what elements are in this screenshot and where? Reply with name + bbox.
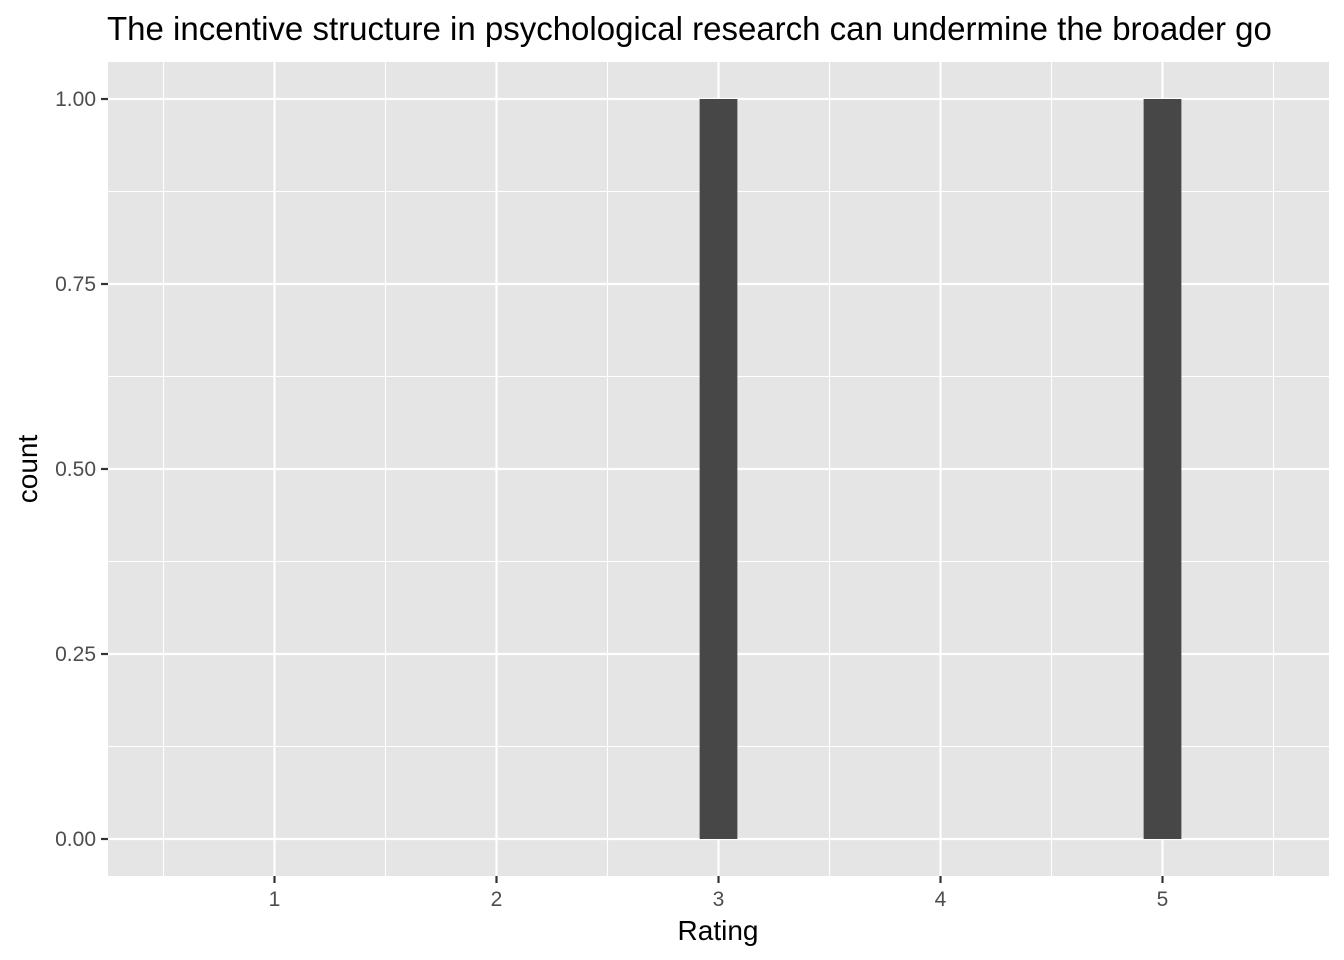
x-tick-label: 1 bbox=[269, 888, 281, 911]
x-tick-label: 4 bbox=[935, 888, 947, 911]
tick-labels: 0.00 0.25 0.50 0.75 1.00 1 2 3 4 5 bbox=[55, 88, 1168, 911]
y-tick-label: 0.00 bbox=[55, 828, 96, 851]
y-tick-label: 0.75 bbox=[55, 273, 96, 296]
histogram-bar-rating-3 bbox=[699, 99, 738, 839]
y-tick-label: 1.00 bbox=[55, 88, 96, 111]
bars bbox=[699, 99, 1182, 839]
x-axis-title: Rating bbox=[678, 915, 759, 946]
y-tick-label: 0.25 bbox=[55, 643, 96, 666]
axis-ticks bbox=[101, 97, 1164, 883]
histogram-bar-rating-5 bbox=[1143, 99, 1182, 839]
x-tick-label: 2 bbox=[491, 888, 503, 911]
chart-title: The incentive structure in psychological… bbox=[107, 10, 1272, 47]
x-tick-label: 3 bbox=[713, 888, 725, 911]
y-tick-label: 0.50 bbox=[55, 458, 96, 481]
y-axis-title: count bbox=[12, 435, 43, 504]
x-tick-label: 5 bbox=[1157, 888, 1169, 911]
